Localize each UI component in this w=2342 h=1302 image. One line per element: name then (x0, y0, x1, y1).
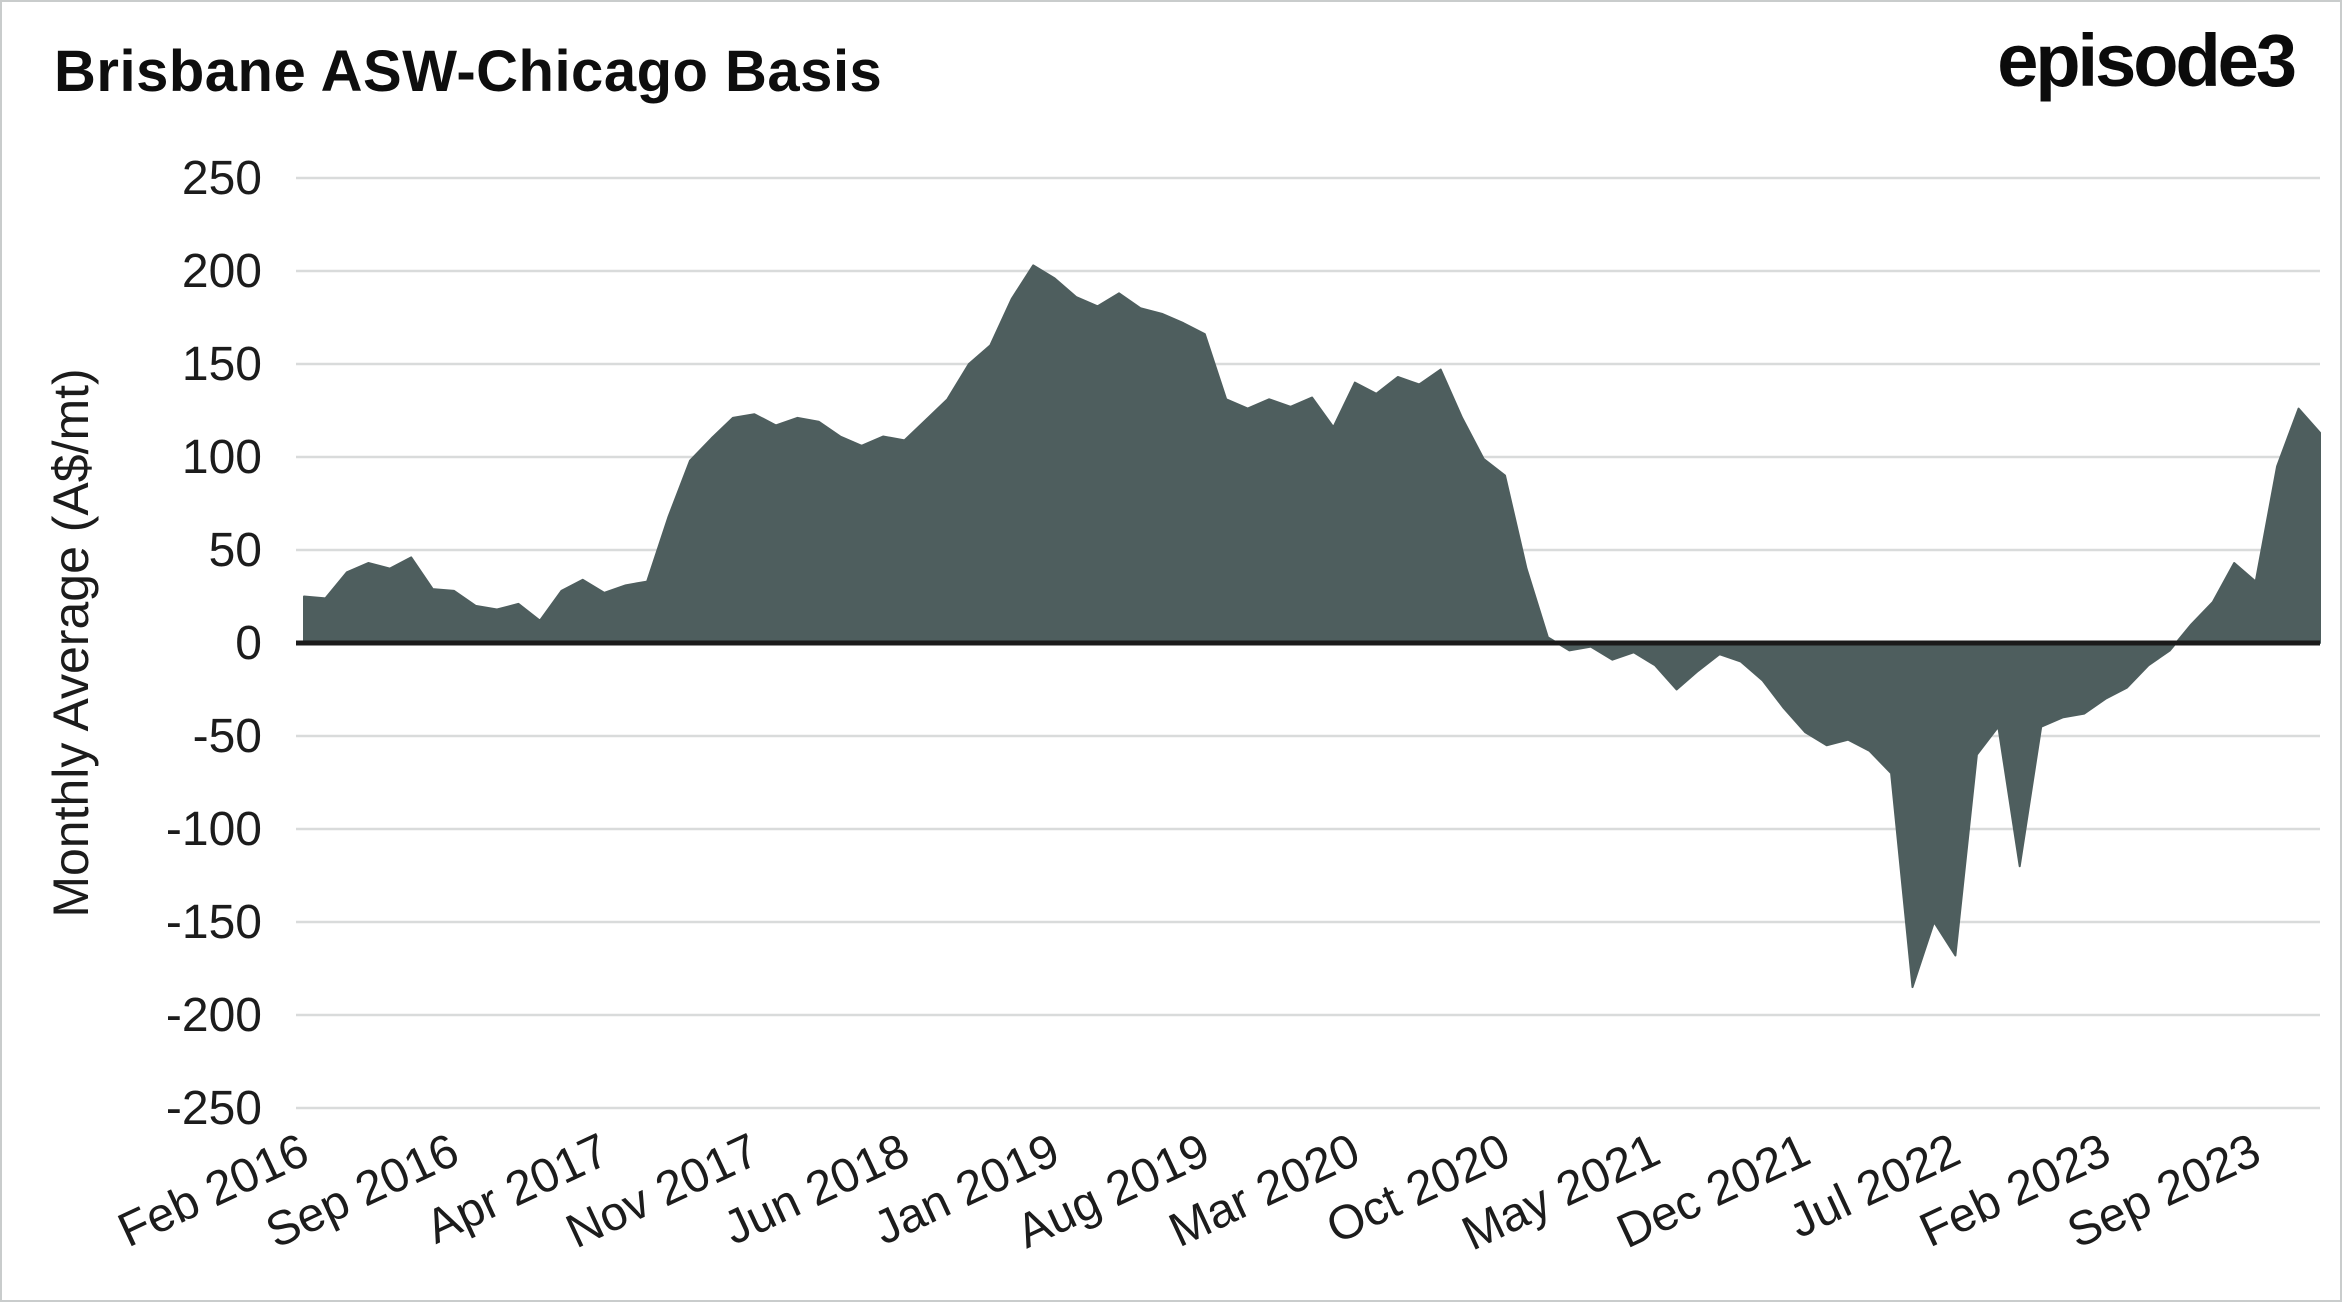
y-tick--200: -200 (166, 989, 262, 1042)
y-tick--50: -50 (193, 710, 262, 763)
y-tick--250: -250 (166, 1082, 262, 1135)
y-tick-50: 50 (209, 524, 262, 577)
y-tick-250: 250 (182, 152, 262, 205)
y-tick--150: -150 (166, 896, 262, 949)
chart-title: Brisbane ASW-Chicago Basis (54, 39, 883, 104)
y-axis-label: Monthly Average (A$/mt) (43, 368, 99, 917)
y-tick-labels: 250 200 150 100 50 0 -50 -100 -150 -200 -250 (166, 152, 262, 1135)
episode3-logo: episode3 (1997, 19, 2297, 102)
y-tick-200: 200 (182, 245, 262, 298)
series-area-path (303, 264, 2321, 989)
area-series (303, 264, 2321, 989)
y-tick-150: 150 (182, 338, 262, 391)
y-tick-0: 0 (235, 617, 262, 670)
y-tick--100: -100 (166, 803, 262, 856)
y-tick-100: 100 (182, 431, 262, 484)
